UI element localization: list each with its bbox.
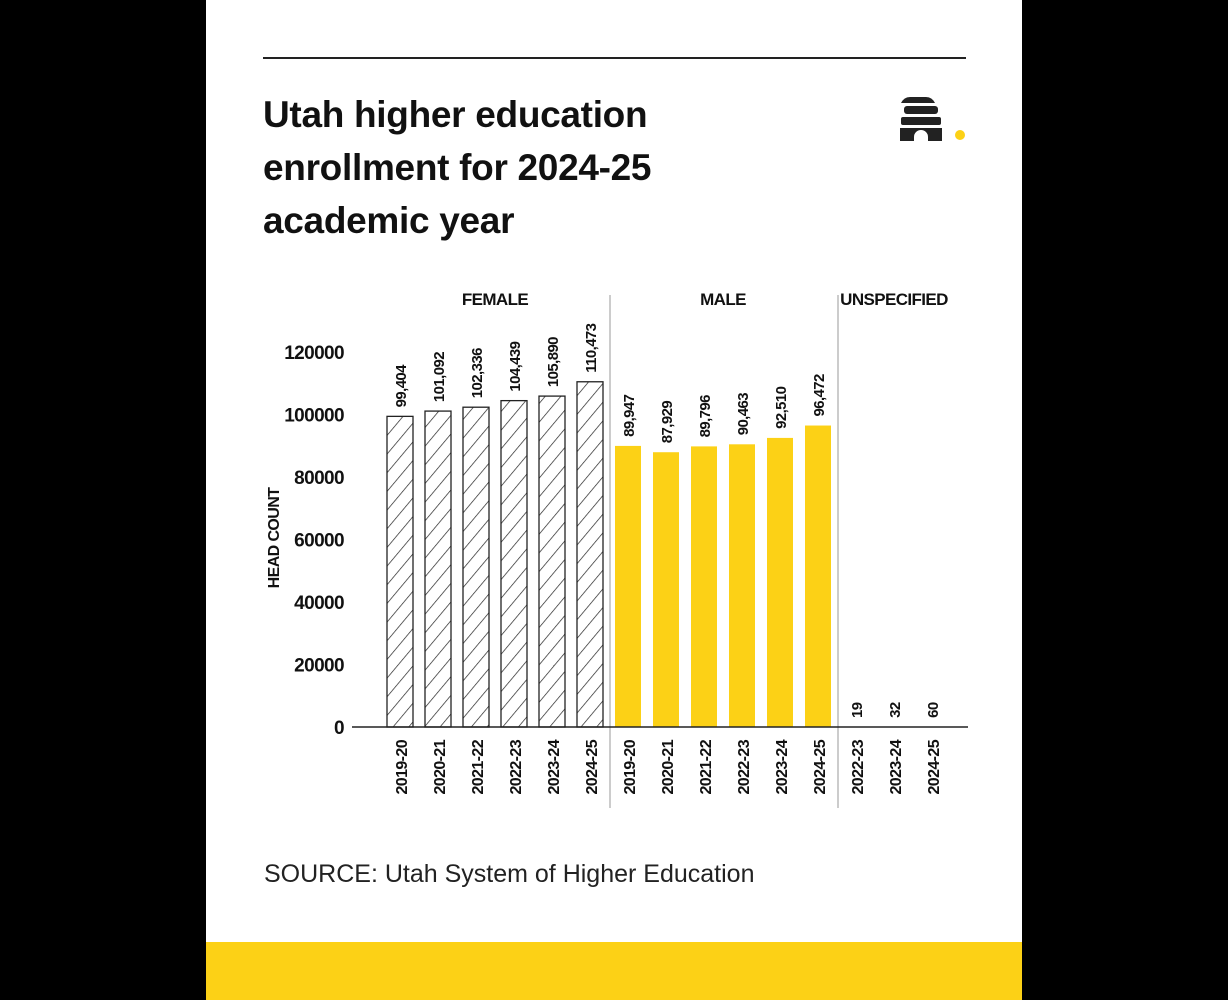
group-label: FEMALE [462, 290, 529, 309]
data-label: 104,439 [507, 341, 524, 391]
bar [691, 446, 717, 727]
bar [576, 381, 604, 728]
graphic-panel [206, 0, 1022, 1000]
data-label: 102,336 [469, 348, 486, 398]
x-tick-label: 2019-20 [394, 739, 411, 794]
y-axis-label: HEAD COUNT [266, 487, 283, 588]
data-label: 101,092 [431, 352, 448, 402]
x-tick-label: 2021-22 [698, 739, 715, 794]
data-label: 90,463 [735, 393, 752, 436]
x-tick-label: 2024-25 [584, 739, 601, 794]
data-label: 99,404 [393, 364, 410, 408]
data-label: 92,510 [773, 386, 790, 429]
data-label: 89,947 [621, 394, 638, 437]
y-tick-label: 40000 [294, 593, 344, 614]
source-note: SOURCE: Utah System of Higher Education [264, 860, 755, 888]
group-label: UNSPECIFIED [840, 290, 948, 309]
y-tick-label: 60000 [294, 531, 344, 552]
bar [538, 395, 566, 728]
x-tick-label: 2021-22 [470, 739, 487, 794]
beehive-logo-icon [900, 97, 965, 141]
chart-title: Utah higher education enrollment for 202… [263, 94, 652, 241]
data-label: 89,796 [697, 395, 714, 438]
bar [615, 445, 641, 727]
x-tick-label: 2022-23 [850, 739, 867, 794]
x-tick-label: 2022-23 [508, 739, 525, 794]
bar [500, 399, 528, 728]
bar [805, 425, 831, 727]
data-label: 96,472 [811, 374, 828, 417]
group-label: MALE [700, 290, 746, 309]
x-tick-label: 2020-21 [432, 739, 449, 794]
x-tick-label: 2022-23 [736, 739, 753, 794]
data-label: 87,929 [659, 401, 676, 444]
bar [653, 452, 679, 727]
data-label: 105,890 [545, 337, 562, 387]
x-tick-label: 2019-20 [622, 739, 639, 794]
x-tick-label: 2023-24 [888, 739, 905, 794]
bar [386, 415, 414, 728]
data-label: 110,473 [583, 323, 600, 372]
y-tick-label: 100000 [284, 406, 344, 427]
bar [462, 406, 490, 728]
x-tick-label: 2024-25 [926, 739, 943, 794]
x-tick-label: 2024-25 [812, 739, 829, 794]
y-tick-label: 0 [334, 718, 344, 739]
bar [767, 437, 793, 727]
data-label: 19 [849, 702, 866, 718]
footer-band [206, 942, 1022, 1000]
x-tick-label: 2023-24 [546, 739, 563, 794]
data-label: 32 [887, 702, 904, 718]
x-tick-label: 2023-24 [774, 739, 791, 794]
y-tick-label: 80000 [294, 468, 344, 489]
bar [424, 410, 452, 728]
x-tick-label: 2020-21 [660, 739, 677, 794]
top-rule [263, 57, 966, 59]
y-tick-label: 120000 [284, 343, 344, 364]
bar [729, 444, 755, 727]
data-label: 60 [925, 702, 942, 718]
y-tick-label: 20000 [294, 656, 344, 677]
